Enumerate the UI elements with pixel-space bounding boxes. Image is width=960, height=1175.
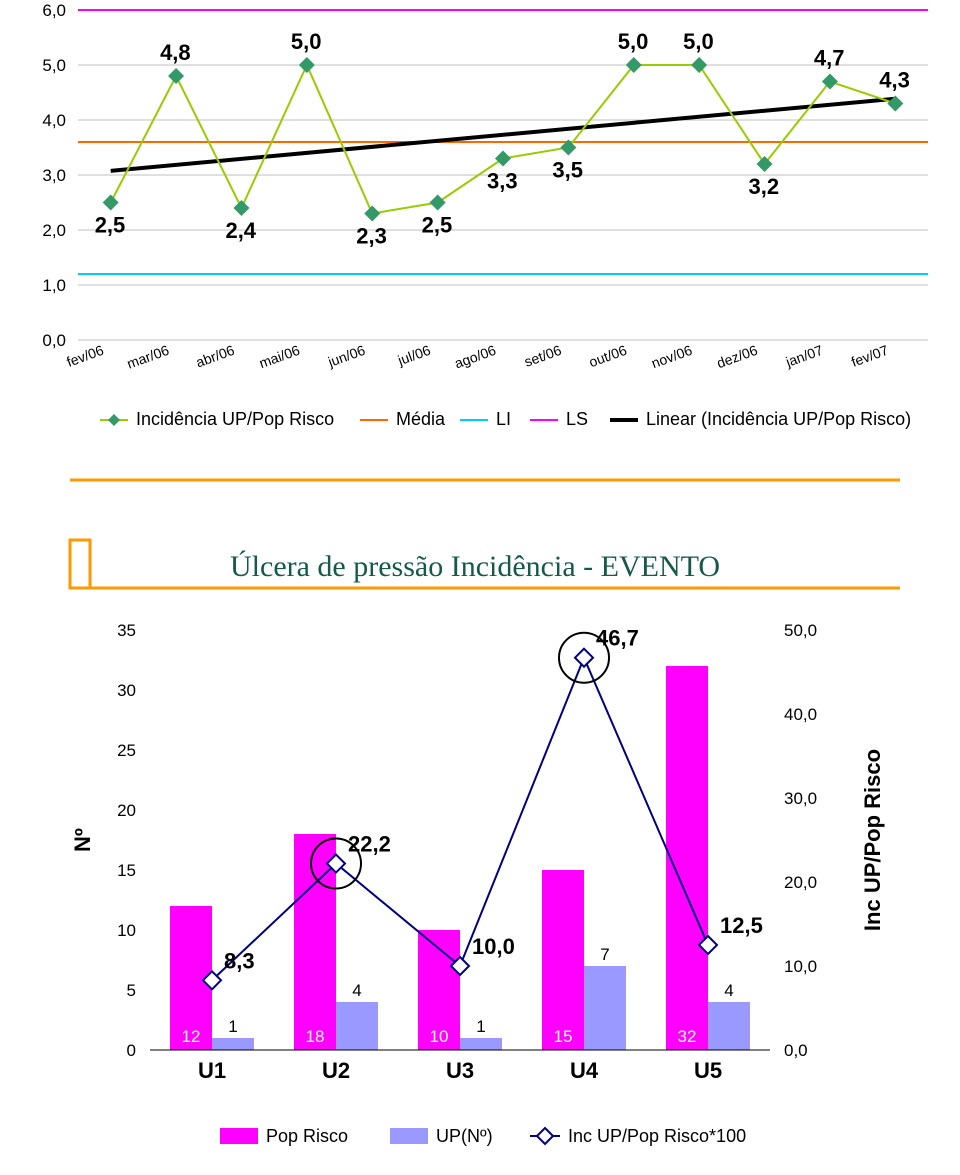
svg-text:4,7: 4,7	[814, 46, 845, 71]
svg-text:1: 1	[476, 1017, 485, 1036]
svg-text:12,5: 12,5	[720, 913, 763, 938]
svg-text:5,0: 5,0	[42, 56, 66, 75]
svg-text:10,0: 10,0	[472, 934, 515, 959]
svg-text:U2: U2	[322, 1058, 350, 1083]
svg-text:5,0: 5,0	[291, 29, 322, 54]
svg-text:jul/06: jul/06	[395, 342, 433, 369]
chart2-title: Úlcera de pressão Incidência - EVENTO	[230, 550, 720, 583]
svg-text:35: 35	[117, 621, 136, 640]
svg-text:set/06: set/06	[522, 342, 564, 370]
svg-text:mai/06: mai/06	[257, 342, 302, 371]
svg-text:2,4: 2,4	[225, 218, 256, 243]
legend-item-li: LI	[460, 409, 511, 429]
svg-text:0,0: 0,0	[784, 1041, 808, 1060]
chart2-combo: Úlcera de pressão Incidência - EVENTO 0 5…	[0, 500, 960, 1175]
svg-text:U1: U1	[198, 1058, 226, 1083]
svg-text:10: 10	[430, 1027, 449, 1046]
svg-text:30,0: 30,0	[784, 789, 817, 808]
svg-text:mar/06: mar/06	[125, 342, 172, 372]
svg-text:15: 15	[554, 1027, 573, 1046]
svg-text:U5: U5	[694, 1058, 722, 1083]
svg-text:4,3: 4,3	[879, 68, 910, 93]
svg-text:3,2: 3,2	[749, 174, 780, 199]
svg-text:4: 4	[724, 981, 733, 1000]
svg-text:25: 25	[117, 741, 136, 760]
svg-text:18: 18	[306, 1027, 325, 1046]
legend-item-incidencia: Incidência UP/Pop Risco	[100, 409, 334, 429]
legend-label: Linear (Incidência UP/Pop Risco)	[646, 409, 911, 429]
svg-text:2,5: 2,5	[422, 213, 453, 238]
svg-text:abr/06: abr/06	[194, 342, 237, 371]
svg-text:3,5: 3,5	[552, 158, 583, 183]
svg-text:5,0: 5,0	[618, 29, 649, 54]
svg-text:2,5: 2,5	[95, 213, 126, 238]
legend-label: LI	[496, 409, 511, 429]
divider	[0, 460, 960, 500]
legend-label: LS	[566, 409, 588, 429]
svg-text:2,0: 2,0	[42, 221, 66, 240]
svg-text:32: 32	[678, 1027, 697, 1046]
legend-label: Incidência UP/Pop Risco	[136, 409, 334, 429]
svg-text:0: 0	[127, 1041, 136, 1060]
svg-text:3,3: 3,3	[487, 169, 518, 194]
chart1-line: 2,54,82,45,02,32,53,33,55,05,03,24,74,3 …	[0, 0, 960, 460]
svg-text:15: 15	[117, 861, 136, 880]
legend-item-pop: Pop Risco	[220, 1126, 348, 1146]
svg-text:jan/07: jan/07	[783, 342, 825, 370]
legend-item-media: Média	[360, 409, 446, 429]
svg-text:4,0: 4,0	[42, 111, 66, 130]
chart2-title-group: Úlcera de pressão Incidência - EVENTO	[70, 540, 900, 588]
chart2-svg: Úlcera de pressão Incidência - EVENTO 0 5…	[0, 500, 960, 1175]
svg-text:40,0: 40,0	[784, 705, 817, 724]
svg-text:5,0: 5,0	[683, 29, 714, 54]
svg-text:30: 30	[117, 681, 136, 700]
svg-text:20,0: 20,0	[784, 873, 817, 892]
svg-text:22,2: 22,2	[348, 832, 391, 857]
y-left-label: Nº	[70, 828, 95, 852]
svg-text:6,0: 6,0	[42, 1, 66, 20]
legend-item-ls: LS	[530, 409, 588, 429]
svg-text:jun/06: jun/06	[325, 342, 367, 370]
chart1-svg: 2,54,82,45,02,32,53,33,55,05,03,24,74,3 …	[0, 0, 960, 460]
svg-text:46,7: 46,7	[596, 626, 639, 651]
legend-label: Média	[396, 409, 446, 429]
legend-label: Pop Risco	[266, 1126, 348, 1146]
svg-text:out/06: out/06	[587, 342, 629, 370]
svg-text:4: 4	[352, 981, 361, 1000]
svg-text:5: 5	[127, 981, 136, 1000]
legend-label: UP(Nº)	[436, 1126, 493, 1146]
svg-text:20: 20	[117, 801, 136, 820]
svg-text:12: 12	[182, 1027, 201, 1046]
svg-text:1: 1	[228, 1017, 237, 1036]
chart2-legend: Pop Risco UP(Nº) Inc UP/Pop Risco*100	[220, 1126, 746, 1146]
svg-text:7: 7	[600, 945, 609, 964]
svg-text:2,3: 2,3	[356, 224, 387, 249]
svg-text:0,0: 0,0	[42, 331, 66, 350]
svg-text:1,0: 1,0	[42, 276, 66, 295]
svg-text:10: 10	[117, 921, 136, 940]
svg-text:8,3: 8,3	[224, 948, 255, 973]
svg-text:3,0: 3,0	[42, 166, 66, 185]
svg-text:10,0: 10,0	[784, 957, 817, 976]
svg-text:nov/06: nov/06	[649, 342, 694, 371]
svg-text:dez/06: dez/06	[715, 342, 760, 371]
svg-text:fev/07: fev/07	[849, 342, 891, 370]
legend-label: Inc UP/Pop Risco*100	[568, 1126, 746, 1146]
svg-text:U3: U3	[446, 1058, 474, 1083]
svg-text:U4: U4	[570, 1058, 599, 1083]
svg-text:4,8: 4,8	[160, 40, 191, 65]
y-right-label: Inc UP/Pop Risco	[860, 749, 885, 931]
svg-text:ago/06: ago/06	[452, 342, 498, 372]
legend-item-up: UP(Nº)	[390, 1126, 493, 1146]
legend-item-inc: Inc UP/Pop Risco*100	[530, 1126, 746, 1146]
svg-text:50,0: 50,0	[784, 621, 817, 640]
svg-text:fev/06: fev/06	[64, 342, 106, 370]
chart1-legend: Incidência UP/Pop Risco Média LI LS Line…	[100, 409, 911, 429]
legend-item-linear: Linear (Incidência UP/Pop Risco)	[610, 409, 911, 429]
